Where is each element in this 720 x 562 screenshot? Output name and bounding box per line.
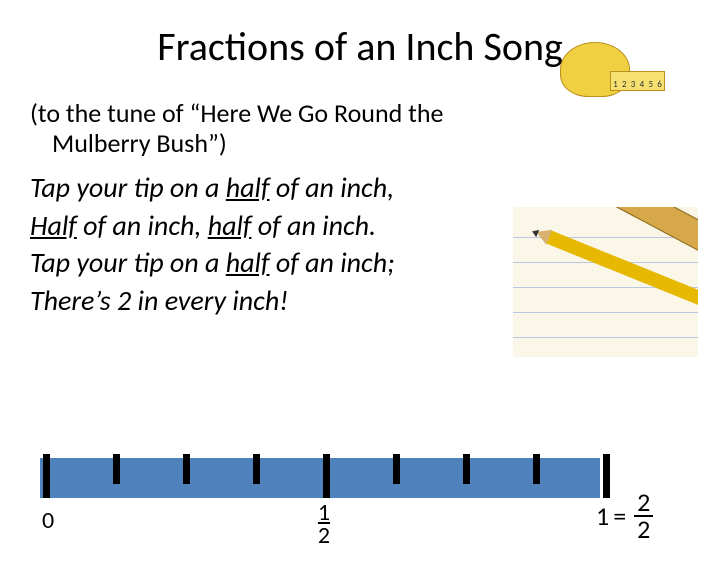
ruler-tick <box>183 454 190 484</box>
ruler-tick <box>113 454 120 484</box>
ruler-tick <box>43 454 50 498</box>
subtitle: (to the tune of “Here We Go Round the Mu… <box>30 99 690 159</box>
subtitle-line-1: (to the tune of “Here We Go Round the <box>30 99 690 129</box>
ruler-bar <box>40 458 600 498</box>
ruler-label-half: 1 2 <box>314 502 334 548</box>
tape-measure-image: 123456 <box>560 42 660 97</box>
tape-measure-strip: 123456 <box>610 71 665 91</box>
ruler-tick <box>393 454 400 484</box>
subtitle-line-2: Mulberry Bush”) <box>30 129 690 159</box>
ruler-tick <box>253 454 260 484</box>
ruler-tick <box>323 454 330 498</box>
lyric-line-1: Tap your tip on a half of an inch, <box>30 169 690 207</box>
ruler-tick <box>463 454 470 484</box>
ruler-label-one-equals-two-halves: 1 = 2 2 <box>596 490 653 541</box>
ruler-tick <box>533 454 540 484</box>
pencil-ruler-image <box>513 207 698 357</box>
ruler-label-zero: 0 <box>42 506 54 535</box>
